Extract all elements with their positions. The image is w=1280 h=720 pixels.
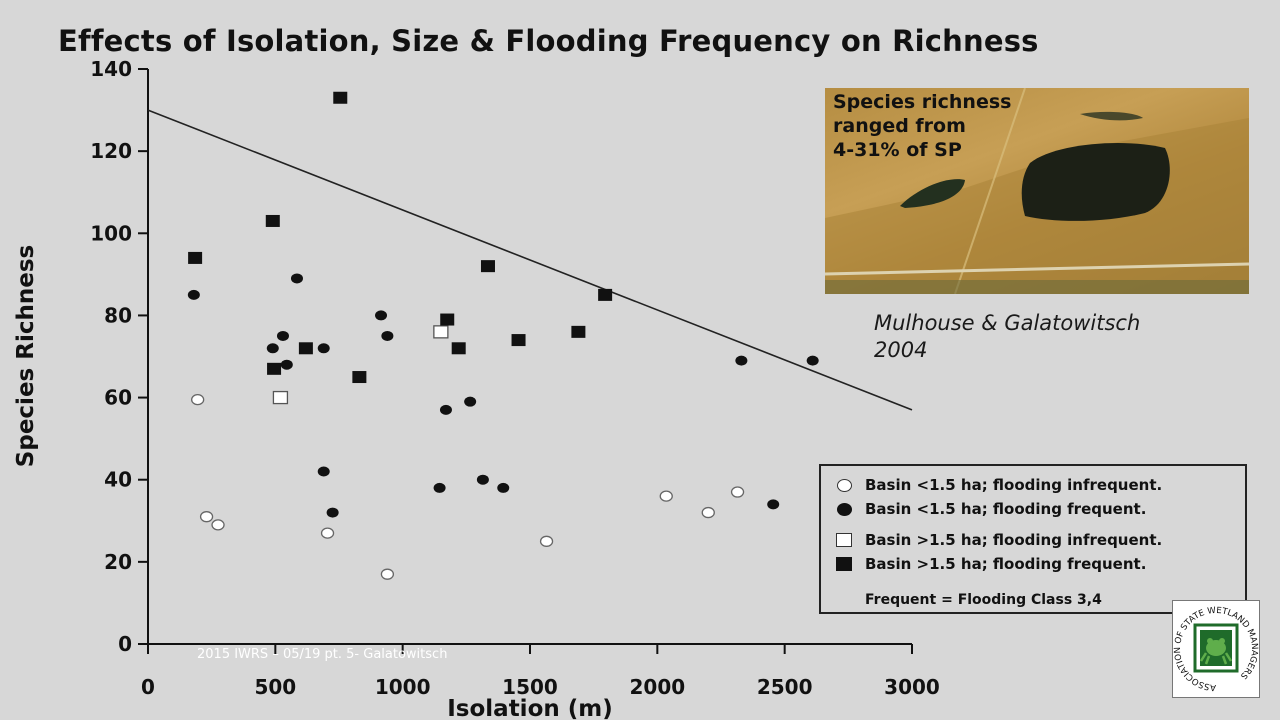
open-square-icon [833,531,855,549]
data-point-open-circle [380,568,395,580]
wetland-aerial-photo: Species richness ranged from 4-31% of SP [825,88,1249,294]
trend-line [147,109,913,411]
x-tick-label: 0 [141,675,155,699]
data-point-filled-square [298,342,313,355]
data-point-filled-square [451,342,466,355]
y-tick-label: 60 [104,386,132,410]
x-tick-label: 2500 [757,675,813,699]
legend-label: Basin >1.5 ha; flooding infrequent. [865,531,1163,549]
data-point-filled-circle [276,330,289,341]
data-point-filled-circle [381,330,394,341]
legend: Basin <1.5 ha; flooding infrequent. Basi… [819,464,1247,614]
photo-caption: Species richness ranged from 4-31% of SP [833,91,1012,161]
data-point-filled-circle [326,507,339,518]
citation: Mulhouse & Galatowitsch 2004 [874,311,1141,362]
legend-note: Frequent = Flooding Class 3,4 [865,592,1102,608]
y-axis-label: Species Richness [13,245,39,467]
data-point-filled-circle [433,482,446,493]
legend-item: Basin <1.5 ha; flooding infrequent. [833,474,1162,496]
footer-text: 2015 IWRS – 05/19 pt. 5- Galatowitsch [197,647,448,662]
filled-square-icon [833,555,855,573]
data-point-filled-circle [476,474,489,485]
chart-title: Effects of Isolation, Size & Flooding Fr… [58,24,1039,58]
y-tick-label: 0 [118,632,132,656]
data-point-filled-circle [266,343,279,354]
data-point-filled-square [511,334,526,347]
y-tick-label: 120 [90,139,132,163]
legend-item: Basin <1.5 ha; flooding frequent. [833,498,1146,520]
data-point-filled-square [352,371,367,384]
data-point-filled-circle [767,499,780,510]
data-point-filled-square [440,313,455,326]
data-point-open-circle [191,393,205,406]
x-tick-label: 1500 [502,675,558,699]
data-point-filled-square [188,251,203,264]
y-tick-label: 40 [104,468,132,492]
data-point-open-circle [659,490,673,502]
data-point-filled-circle [735,355,748,366]
data-point-open-square [433,325,449,339]
data-point-open-circle [539,535,554,547]
y-tick-label: 140 [90,57,132,81]
data-point-open-circle [701,506,715,519]
filled-circle-icon [833,500,855,518]
x-tick-label: 2000 [629,675,685,699]
aswm-logo: ASSOCIATION OF STATE WETLAND MANAGERS [1172,600,1260,698]
data-point-filled-square [265,214,280,227]
data-point-open-circle [730,486,745,498]
x-tick-label: 3000 [884,675,940,699]
data-point-open-circle [199,511,214,523]
data-point-filled-square [333,91,348,104]
y-tick-label: 100 [90,221,132,245]
data-point-filled-circle [497,482,510,493]
axes: 0 20 40 60 80 100 120 140 0 500 1000 1500 2000 2500 30… [90,57,940,699]
data-point-filled-circle [806,355,819,366]
data-point-open-circle [211,519,225,531]
data-point-filled-circle [290,273,303,284]
y-tick-label: 20 [104,550,132,574]
data-point-filled-circle [375,310,388,321]
open-circle-icon [833,476,855,494]
data-point-open-square [272,390,289,405]
data-point-filled-circle [187,289,200,300]
y-tick-label: 80 [104,303,132,327]
data-point-filled-circle [317,343,330,354]
aerial-photo-graphic [825,88,1249,294]
data-point-filled-circle [317,466,330,477]
data-point-filled-circle [280,359,293,370]
frog-icon: ASSOCIATION OF STATE WETLAND MANAGERS [1173,606,1259,692]
data-point-filled-square [571,325,586,338]
data-point-filled-circle [439,404,452,415]
x-axis-label: Isolation (m) [447,696,613,720]
data-marks [147,91,913,580]
data-point-open-circle [320,527,335,539]
data-point-filled-square [598,288,613,301]
legend-label: Basin >1.5 ha; flooding frequent. [865,555,1147,573]
legend-item: Basin >1.5 ha; flooding frequent. [833,553,1146,575]
legend-label: Basin <1.5 ha; flooding infrequent. [865,476,1163,494]
legend-item: Basin >1.5 ha; flooding infrequent. [833,529,1162,551]
data-point-filled-square [480,260,495,273]
x-tick-label: 1000 [375,675,431,699]
data-point-filled-circle [464,396,477,407]
legend-label: Basin <1.5 ha; flooding frequent. [865,500,1147,518]
data-point-filled-square [267,362,282,375]
x-tick-label: 500 [254,675,296,699]
